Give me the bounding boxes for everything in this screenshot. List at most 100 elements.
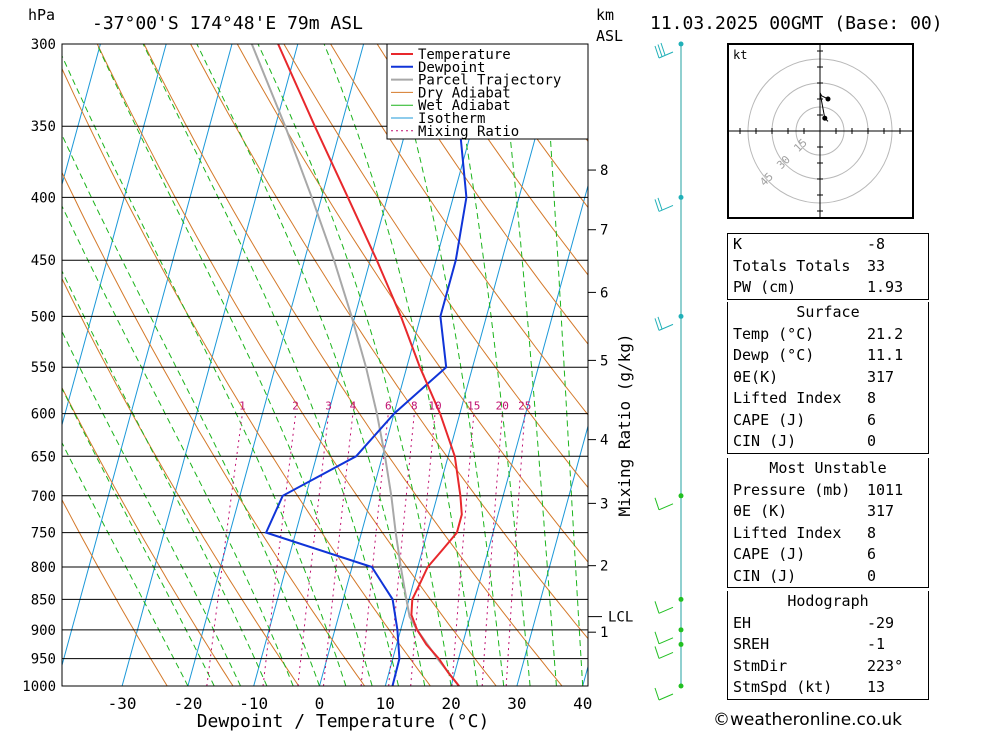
height-tick-label: 1 <box>600 625 608 641</box>
legend-parcel-label: Parcel Trajectory <box>418 73 561 89</box>
wind-barb <box>654 197 674 212</box>
index-row-value: -8 <box>867 235 886 253</box>
dewpoint-line <box>264 44 477 686</box>
wind-level-dot <box>678 641 684 647</box>
wind-barb-feather <box>654 318 660 331</box>
wind-barb-feather <box>654 601 660 614</box>
credit-text: ©weatheronline.co.uk <box>713 710 903 730</box>
mixing-ratio-label: 15 <box>467 400 480 413</box>
indices-table-most-unstable: Most Unstable Pressure (mb) 1011 θE (K) 317 L… <box>727 458 929 588</box>
most-unstable-row-value: 0 <box>867 566 877 585</box>
legend-temperature-label: Temperature <box>418 47 511 63</box>
wind-barb-feather <box>654 199 660 212</box>
wind-barb-shaft <box>658 503 674 511</box>
legend-dry-adiabat-label: Dry Adiabat <box>418 85 511 101</box>
wind-barb-feather <box>657 316 663 330</box>
surface-row: Dewp (°C) 11.1 <box>728 345 928 367</box>
x-axis-label: Dewpoint / Temperature (°C) <box>197 711 490 732</box>
mixing-ratio-line <box>505 413 526 686</box>
temperature-tick-label: 0 <box>315 694 325 713</box>
hodograph-row-label: StmDir <box>733 656 788 675</box>
datetime-label: 11.03.2025 00GMT (Base: 00) <box>650 13 943 34</box>
index-row-label: PW (cm) <box>733 278 797 296</box>
mixing-ratio-line <box>481 413 503 686</box>
wind-barb-feather <box>654 497 660 510</box>
most-unstable-row-value: 1011 <box>867 480 904 499</box>
most-unstable-header: Most Unstable <box>769 459 887 477</box>
surface-row-label: Temp (°C) <box>733 324 815 343</box>
wet-adiabat-line <box>62 441 189 686</box>
hodograph-row-label: EH <box>733 613 752 632</box>
isotherm-line <box>121 44 299 686</box>
height-tick-label: 2 <box>600 559 608 575</box>
wind-barb-feather <box>654 45 660 59</box>
pressure-tick-label: 850 <box>31 592 56 608</box>
wind-profile <box>654 41 684 701</box>
wind-barb-shaft <box>658 606 674 614</box>
mixing-ratio-line <box>360 413 389 686</box>
wind-barb <box>654 316 674 331</box>
isotherm-line <box>450 183 588 686</box>
height-unit: km <box>596 6 614 24</box>
hodograph-point <box>825 96 831 102</box>
surface-row-value: 6 <box>867 410 877 429</box>
wind-level-dot <box>678 194 684 200</box>
isotherm-line <box>62 44 167 427</box>
wind-level-dot <box>678 41 684 47</box>
hodograph-unit: kt <box>733 48 747 62</box>
dry-adiabat-line <box>376 44 588 345</box>
mixing-ratio-labels: 1 2 3 4 6 8 10 15 20 25 <box>239 400 531 413</box>
mixing-ratio-label: 3 <box>325 400 332 413</box>
temperature-tick-label: -10 <box>239 694 268 713</box>
pressure-tick-label: 350 <box>31 119 56 135</box>
wind-barb-feather <box>660 42 666 56</box>
surface-row: θE(K) 317 <box>728 367 928 389</box>
height-tick-label: 8 <box>600 163 608 179</box>
height-tick-label: 3 <box>600 496 608 512</box>
wet-adiabat-line <box>62 54 347 686</box>
most-unstable-row: CAPE (J) 6 <box>728 544 928 566</box>
mixing-ratio-label: 10 <box>428 400 441 413</box>
hodograph-row-value: 223° <box>867 656 904 675</box>
mixing-ratio-line <box>297 413 330 686</box>
wind-barb-shaft <box>658 51 674 59</box>
most-unstable-row: Lifted Index 8 <box>728 523 928 545</box>
indices-table-hodograph: Hodograph EH -29 SREH -1 StmDir 223° StmSpd (kt… <box>727 591 929 700</box>
wind-level-dot <box>678 627 684 633</box>
hodograph-table-header: Hodograph <box>787 592 869 610</box>
isotherm-line <box>253 44 430 686</box>
surface-row: Temp (°C) 21.2 <box>728 324 928 346</box>
mixing-ratio-line <box>206 413 243 686</box>
mixing-ratio-line <box>388 413 415 686</box>
height-ref: ASL <box>596 27 623 45</box>
wind-barb-feather <box>657 197 663 211</box>
most-unstable-row-label: CAPE (J) <box>733 545 806 563</box>
index-row-value: 33 <box>867 256 886 275</box>
mixing-ratio-line <box>262 413 297 686</box>
hodograph-panel: 15 30 45 kt <box>727 43 914 219</box>
mixing-ratio-line <box>323 413 354 686</box>
surface-row: Lifted Index 8 <box>728 388 928 410</box>
index-row: Totals Totals 33 <box>728 256 928 278</box>
index-row: K -8 <box>728 234 928 256</box>
surface-row-label: Dewp (°C) <box>733 346 815 364</box>
surface-row-label: θE(K) <box>733 367 779 386</box>
wind-barb-feather <box>654 631 660 644</box>
wind-barb-shaft <box>658 637 674 645</box>
isotherm-line <box>62 44 101 187</box>
wind-level-dot <box>678 596 684 602</box>
pressure-tick-labels: 300 350 400 450 500 550 600 650 700 750 800 850 900 9… <box>22 37 56 695</box>
temperature-tick-label: -30 <box>108 694 137 713</box>
parcel-trajectory-line <box>250 44 460 686</box>
hodograph-ring-label: 15 <box>791 136 810 155</box>
surface-row: CIN (J) 0 <box>728 431 928 453</box>
temperature-tick-label: 20 <box>441 694 460 713</box>
wind-barb <box>654 601 674 614</box>
wind-level-dot <box>678 493 684 499</box>
mixing-ratio-label: 25 <box>518 400 531 413</box>
wind-barb-shaft <box>658 651 674 659</box>
isotherm-line <box>319 44 496 686</box>
